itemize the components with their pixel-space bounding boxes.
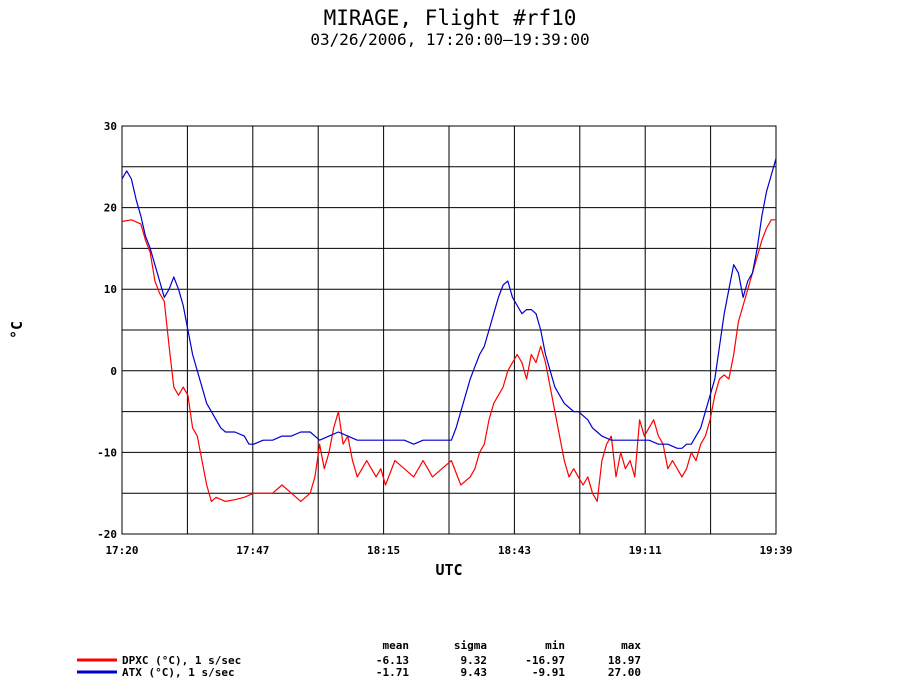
x-tick-label: 18:43 (498, 544, 531, 557)
x-axis-ticks: 17:20 17:47 18:15 18:43 19:11 19:39 (105, 544, 792, 557)
y-axis-label: °C (8, 321, 26, 339)
stats-header-min: min (545, 639, 565, 652)
plot-frame (121, 125, 777, 535)
stat-sigma-atx: 9.43 (461, 666, 488, 679)
stats-header-max: max (621, 639, 641, 652)
y-axis-ticks: -20 -10 0 10 20 30 (97, 120, 117, 541)
stat-min-atx: -9.91 (532, 666, 565, 679)
stat-max-dpxc: 18.97 (608, 654, 641, 667)
y-tick-label: 20 (104, 202, 117, 215)
stats-header-sigma: sigma (454, 639, 487, 652)
chart-subtitle: 03/26/2006, 17:20:00–19:39:00 (310, 30, 589, 49)
chart-title: MIRAGE, Flight #rf10 (324, 6, 577, 30)
stat-sigma-dpxc: 9.32 (461, 654, 488, 667)
x-tick-label: 19:39 (759, 544, 792, 557)
stat-mean-dpxc: -6.13 (376, 654, 409, 667)
series-line-dpxc (121, 219, 776, 502)
y-tick-label: -10 (97, 446, 117, 459)
x-tick-label: 17:20 (105, 544, 138, 557)
stat-mean-atx: -1.71 (376, 666, 409, 679)
y-tick-label: 10 (104, 283, 117, 296)
x-tick-label: 17:47 (236, 544, 269, 557)
stat-min-dpxc: -16.97 (525, 654, 565, 667)
y-tick-label: 30 (104, 120, 117, 133)
x-tick-label: 18:15 (367, 544, 400, 557)
stats-header-mean: mean (383, 639, 410, 652)
series-line-atx (121, 158, 777, 449)
stats-table: mean sigma min max DPXC (°C), 1 s/sec -6… (77, 639, 641, 679)
y-tick-label: 0 (110, 365, 117, 378)
x-axis-label: UTC (435, 561, 462, 579)
stat-max-atx: 27.00 (608, 666, 641, 679)
x-tick-label: 19:11 (629, 544, 662, 557)
chart-series (121, 158, 777, 502)
legend-label-dpxc: DPXC (°C), 1 s/sec (122, 654, 241, 667)
legend-label-atx: ATX (°C), 1 s/sec (122, 666, 235, 679)
y-tick-label: -20 (97, 528, 117, 541)
chart-grid (122, 126, 776, 534)
